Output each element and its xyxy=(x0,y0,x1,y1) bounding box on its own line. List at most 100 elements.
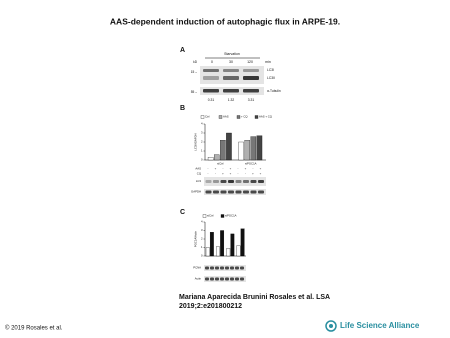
mw-unit: kD xyxy=(193,60,198,64)
bar xyxy=(244,140,250,161)
panel-label: C xyxy=(180,209,185,216)
title: AAS-dependent induction of autophagic fl… xyxy=(110,16,340,26)
bar xyxy=(207,157,214,161)
row-name: AAS xyxy=(195,167,201,171)
legend-label: AAS + CQ xyxy=(259,115,273,119)
legend-label: siCtrl xyxy=(207,214,214,218)
legend-label: + CQ xyxy=(241,115,248,119)
y-tick-label: 4 xyxy=(201,220,203,224)
blot-band xyxy=(203,69,219,72)
blot-band xyxy=(205,266,209,270)
legend-label: siPGC1A xyxy=(225,214,237,218)
time: 120 xyxy=(247,60,253,64)
legend-swatch xyxy=(236,115,241,119)
blot-band xyxy=(235,190,242,194)
time: 30 xyxy=(229,60,233,64)
bar xyxy=(213,154,220,161)
blot-band xyxy=(220,190,227,194)
bar xyxy=(226,248,231,257)
blot-band xyxy=(258,180,264,183)
blot-name: PCNA xyxy=(193,266,201,270)
y-tick-label: 2 xyxy=(201,237,203,241)
sign: + xyxy=(222,172,224,176)
blot-band xyxy=(258,190,264,194)
blot-band xyxy=(243,180,249,183)
blot-band xyxy=(225,266,229,270)
ratio: 3.31 xyxy=(248,98,255,102)
blot-band xyxy=(230,266,234,270)
y-tick-label: 0 xyxy=(201,158,203,162)
blot-band xyxy=(210,277,214,281)
legend-swatch xyxy=(220,214,225,218)
treatment: Starvation xyxy=(224,52,240,56)
copyright: © 2019 Rosales et al. xyxy=(5,325,63,332)
bar xyxy=(250,136,257,161)
y-tick-label: 4 xyxy=(201,122,203,126)
blot-band xyxy=(205,190,212,194)
legend-label: AAS xyxy=(223,115,229,119)
blot-band xyxy=(235,277,239,281)
blot-band xyxy=(243,76,259,80)
sign: - xyxy=(208,172,209,176)
bar xyxy=(220,230,225,257)
y-label: LC3II/GAPDH xyxy=(194,133,198,150)
blot-band xyxy=(235,266,239,270)
logo xyxy=(325,320,337,332)
blot-band xyxy=(213,190,219,194)
x-tick-label: siCtrl xyxy=(217,162,224,166)
y-tick-label: 3 xyxy=(201,131,203,135)
sign: - xyxy=(238,167,239,171)
y-label: PGC1A/Actin xyxy=(194,230,198,247)
blot-band xyxy=(243,89,259,93)
bar xyxy=(216,246,220,257)
blot-band xyxy=(250,190,257,194)
time: 0 xyxy=(211,60,213,64)
blot-band xyxy=(215,277,219,281)
blot xyxy=(200,66,264,84)
citation: Mariana Aparecida Brunini Rosales et al.… xyxy=(179,294,330,301)
bar xyxy=(236,245,241,257)
x-tick-label: siPGC1A xyxy=(245,162,257,166)
band-name: α-Tubulin xyxy=(267,89,281,93)
blot-band xyxy=(220,277,224,281)
blot-band xyxy=(213,180,219,183)
blot-band xyxy=(243,69,259,72)
marker: 55 – xyxy=(191,90,197,94)
y-tick-label: 2 xyxy=(201,140,203,144)
bar xyxy=(226,132,232,161)
legend-swatch xyxy=(200,115,205,119)
y-tick-label: 1 xyxy=(201,149,203,153)
blot-band xyxy=(228,180,234,183)
blot-band xyxy=(203,76,219,80)
blot-band xyxy=(220,266,224,270)
y-tick-label: 0 xyxy=(201,254,203,258)
bar xyxy=(220,140,226,161)
blot-band xyxy=(205,277,209,281)
band-name: LC3II xyxy=(267,76,275,80)
sign: - xyxy=(253,167,254,171)
marker: 15 – xyxy=(191,70,197,74)
blot-band xyxy=(220,180,227,183)
bar xyxy=(230,233,235,257)
blot-band xyxy=(210,266,214,270)
legend-swatch xyxy=(202,214,207,218)
blot xyxy=(204,189,266,195)
sign: + xyxy=(230,172,232,176)
sign: - xyxy=(223,167,224,171)
citation: 2019;2:e201800212 xyxy=(179,303,242,310)
band-name: LC3I xyxy=(267,68,274,72)
sign: - xyxy=(245,172,246,176)
bar xyxy=(240,228,245,257)
panel-label: A xyxy=(180,47,185,54)
blot-band xyxy=(235,180,242,183)
bar xyxy=(205,247,210,257)
blot-name: GAPDH xyxy=(191,190,201,194)
blot-band xyxy=(223,76,239,80)
blot-band xyxy=(240,277,244,281)
blot-band xyxy=(250,180,257,183)
blot-band xyxy=(240,266,244,270)
blot-band xyxy=(225,277,229,281)
sign: + xyxy=(260,167,262,171)
blot-band xyxy=(223,89,239,93)
sign: - xyxy=(215,172,216,176)
